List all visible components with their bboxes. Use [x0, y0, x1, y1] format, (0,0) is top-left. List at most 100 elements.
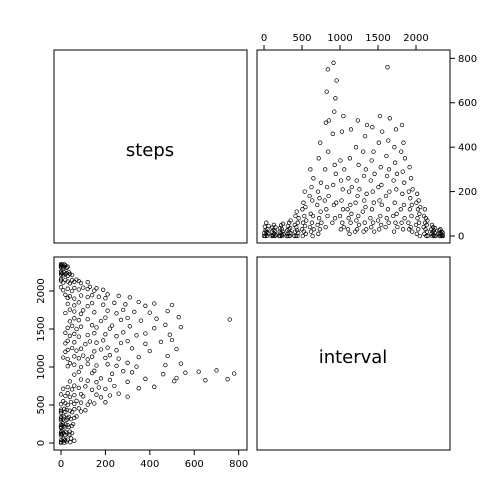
tick-label: 0 [36, 440, 47, 446]
point-steps-vs-interval [424, 229, 430, 234]
point-steps-vs-interval [269, 233, 274, 239]
point-interval-vs-steps [74, 348, 79, 353]
point-steps-vs-interval [418, 204, 423, 210]
point-steps-vs-interval [316, 231, 321, 236]
point-interval-vs-steps [154, 316, 159, 321]
point-steps-vs-interval [417, 233, 422, 239]
axis-top-interval: 0 500 1000 1500 2000 [261, 33, 429, 50]
point-steps-vs-interval [407, 165, 412, 170]
point-steps-vs-interval [326, 193, 331, 199]
axis-right-steps: 0 200 400 600 800 [450, 54, 477, 243]
point-interval-vs-steps [116, 356, 121, 361]
point-interval-vs-steps [101, 287, 106, 292]
point-steps-vs-interval [266, 231, 271, 236]
point-interval-vs-steps [152, 326, 157, 331]
point-interval-vs-steps [98, 376, 104, 381]
point-steps-vs-interval [331, 182, 336, 188]
point-steps-vs-interval [316, 216, 322, 221]
point-steps-vs-interval [375, 218, 381, 223]
panel-interval-vs-steps [53, 256, 248, 451]
point-interval-vs-steps [92, 288, 97, 293]
point-steps-vs-interval [383, 193, 389, 199]
point-steps-vs-interval [301, 200, 306, 205]
tick-label: 500 [292, 33, 311, 44]
point-interval-vs-steps [89, 293, 95, 298]
point-interval-vs-steps [83, 342, 88, 347]
point-steps-vs-interval [379, 182, 384, 188]
point-interval-vs-steps [61, 355, 66, 360]
point-steps-vs-interval [430, 233, 435, 239]
point-steps-vs-interval [433, 233, 438, 239]
point-interval-vs-steps [98, 318, 104, 324]
point-steps-vs-interval [410, 229, 415, 234]
point-interval-vs-steps [63, 349, 68, 354]
point-steps-vs-interval [400, 227, 406, 232]
point-interval-vs-steps [61, 436, 66, 441]
point-interval-vs-steps [138, 318, 144, 323]
point-interval-vs-steps [87, 284, 93, 289]
point-interval-vs-steps [92, 349, 97, 354]
point-interval-vs-steps [58, 418, 64, 423]
point-steps-vs-interval [339, 198, 344, 203]
point-interval-vs-steps [114, 348, 119, 353]
point-interval-vs-steps [76, 300, 81, 305]
point-steps-vs-interval [407, 207, 413, 212]
point-steps-vs-interval [310, 213, 316, 219]
tick-label: 200 [458, 187, 477, 198]
point-steps-vs-interval [302, 189, 307, 194]
axis-left-interval: 0 500 1000 1500 2000 [36, 278, 54, 446]
point-interval-vs-steps [183, 370, 188, 375]
point-interval-vs-steps [98, 395, 104, 400]
point-interval-vs-steps [136, 354, 141, 360]
point-steps-vs-interval [393, 220, 398, 225]
point-interval-vs-steps [81, 394, 86, 399]
point-steps-vs-interval [307, 193, 312, 199]
point-steps-vs-interval [346, 189, 352, 194]
tick-label: 0 [458, 232, 464, 243]
point-interval-vs-steps [114, 334, 119, 339]
point-interval-vs-steps [143, 341, 148, 346]
point-steps-vs-interval [308, 211, 313, 216]
point-steps-vs-interval [330, 131, 335, 136]
point-interval-vs-steps [103, 355, 108, 361]
point-steps-vs-interval [333, 96, 338, 101]
point-steps-vs-interval [395, 224, 400, 230]
point-interval-vs-steps [101, 338, 106, 343]
point-steps-vs-interval [406, 189, 411, 194]
point-steps-vs-interval [318, 140, 323, 145]
point-steps-vs-interval [349, 184, 354, 190]
point-interval-vs-steps [87, 339, 93, 344]
point-interval-vs-steps [134, 333, 139, 338]
point-interval-vs-steps [92, 331, 97, 336]
point-interval-vs-steps [94, 392, 99, 397]
point-steps-vs-interval [345, 227, 351, 232]
point-steps-vs-interval [340, 207, 346, 212]
point-interval-vs-steps [85, 280, 90, 285]
point-steps-vs-interval [406, 220, 411, 225]
point-steps-vs-interval [361, 229, 366, 234]
point-interval-vs-steps [66, 269, 71, 275]
point-interval-vs-steps [103, 296, 108, 301]
point-steps-vs-interval [402, 180, 407, 185]
point-steps-vs-interval [281, 232, 286, 237]
point-interval-vs-steps [89, 354, 95, 359]
point-steps-vs-interval [284, 233, 289, 239]
point-steps-vs-interval [266, 223, 271, 229]
point-steps-vs-interval [353, 229, 358, 234]
point-interval-vs-steps [81, 353, 86, 358]
point-steps-vs-interval [368, 178, 373, 183]
point-interval-vs-steps [65, 364, 70, 369]
point-steps-vs-interval [424, 233, 429, 239]
point-interval-vs-steps [129, 370, 135, 375]
point-interval-vs-steps [89, 323, 95, 328]
point-interval-vs-steps [94, 340, 99, 345]
point-steps-vs-interval [362, 198, 367, 203]
point-steps-vs-interval [272, 228, 278, 234]
point-steps-vs-interval [326, 118, 332, 123]
point-interval-vs-steps [72, 401, 77, 407]
point-steps-vs-interval [408, 196, 413, 201]
point-interval-vs-steps [78, 409, 84, 414]
point-steps-vs-interval [437, 228, 442, 233]
point-interval-vs-steps [67, 394, 73, 400]
tick-label: 1000 [36, 354, 47, 379]
